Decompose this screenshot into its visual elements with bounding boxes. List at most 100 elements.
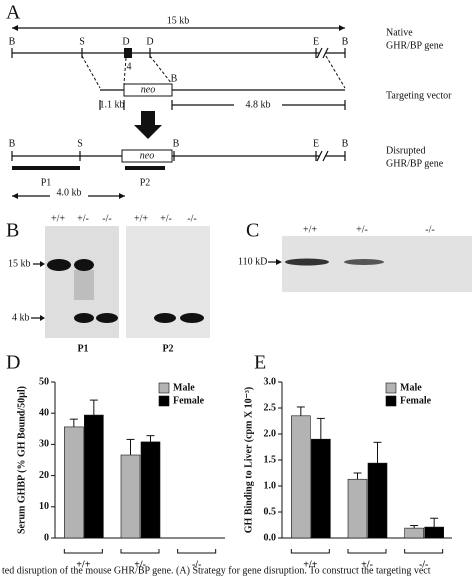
y-tick-label: 3.0	[264, 376, 277, 387]
exon	[124, 48, 132, 58]
bar	[291, 415, 311, 539]
lane-label: +/+	[134, 213, 148, 224]
lane-label: -/-	[102, 213, 111, 224]
group-bracket	[347, 549, 387, 554]
panel-letter: D	[6, 352, 20, 374]
site: B	[171, 73, 178, 84]
y-axis-label: Serum GHBP (% GH Bound/50µl)	[16, 386, 27, 534]
x-tick-label: -/-	[419, 559, 428, 570]
site: S	[77, 138, 83, 149]
band	[154, 313, 176, 323]
site: E	[313, 36, 319, 47]
lane-label: -/-	[425, 224, 434, 235]
x-tick-label: +/+	[76, 559, 90, 570]
down-arrow	[134, 111, 162, 139]
site-ticks	[11, 151, 346, 161]
band	[74, 313, 94, 323]
lane-label: +/+	[303, 224, 317, 235]
probe-bar	[12, 166, 80, 170]
x-tick-label: +/+	[303, 559, 317, 570]
caption: ted disruption of the mouse GHR/BP gene.…	[2, 565, 431, 576]
y-tick-label: 0	[44, 532, 49, 543]
row-label: GHR/BP gene	[386, 158, 444, 169]
y-tick-label: 40	[39, 407, 49, 418]
site: B	[173, 138, 180, 149]
fragment-label: 4.0 kb	[57, 187, 82, 198]
x-tick-label: -/-	[192, 559, 201, 570]
group-bracket	[290, 549, 330, 554]
legend-swatch	[385, 382, 397, 394]
band	[47, 259, 71, 271]
probe-label: P1	[41, 177, 52, 188]
y-tick-label: 1.5	[264, 454, 277, 465]
lane-label: -/-	[187, 213, 196, 224]
legend-swatch	[158, 395, 170, 407]
bar	[424, 526, 444, 539]
neo-box	[121, 149, 173, 163]
probe-label: P2	[140, 177, 151, 188]
lane-label: +/-	[77, 213, 89, 224]
group-bracket	[404, 549, 444, 554]
probe-bar	[125, 166, 165, 170]
panel-a: A 15 kb Native GHR/BP gene B S D D E B 4…	[6, 2, 452, 199]
band	[285, 258, 329, 266]
break	[316, 150, 329, 162]
probe-label: P1	[77, 343, 88, 354]
arm-label: 1.1 kb	[100, 99, 125, 110]
bar	[404, 527, 424, 539]
panel-b: B +/+ +/- -/- +/+ +/- -/- 15 kb 4 kb P1 …	[6, 213, 210, 354]
y-tick-label: 0.5	[264, 506, 277, 517]
panel-letter: A	[6, 2, 21, 24]
lane-label: +/-	[160, 213, 172, 224]
band	[74, 259, 94, 271]
x-tick-label: +/-	[361, 559, 373, 570]
band	[96, 313, 118, 323]
arrowheads	[40, 261, 45, 321]
bar	[64, 426, 84, 539]
row-label: Targeting vector	[386, 90, 452, 101]
break	[316, 47, 329, 59]
marker-label: 15 kb	[8, 258, 31, 269]
site: B	[9, 138, 16, 149]
neo-label: neo	[140, 150, 154, 161]
y-tick-label: 50	[39, 376, 49, 387]
panel-letter: E	[254, 352, 266, 374]
legend-label: Female	[173, 395, 205, 406]
marker-label: 110 kD	[238, 256, 267, 267]
y-tick-label: 20	[39, 470, 49, 481]
lane-label: +/+	[51, 213, 65, 224]
arm-label: 4.8 kb	[246, 99, 271, 110]
group-bracket	[63, 549, 103, 554]
probe-label: P2	[162, 343, 173, 354]
bar	[347, 478, 368, 539]
band	[344, 259, 384, 265]
arm-ticks	[99, 100, 346, 110]
legend-label: Male	[400, 382, 422, 393]
bar	[367, 462, 388, 539]
site: D	[146, 36, 153, 47]
site: D	[122, 36, 129, 47]
smear	[74, 270, 94, 300]
group-bracket	[120, 549, 160, 554]
site: S	[79, 36, 85, 47]
legend-label: Male	[173, 382, 195, 393]
bar	[84, 414, 104, 539]
panel-letter: C	[246, 220, 259, 242]
site: B	[342, 138, 349, 149]
marker-label: 4 kb	[12, 312, 30, 323]
y-tick-label: 0.0	[264, 532, 277, 543]
exon-label: 4	[127, 61, 132, 72]
y-axis-label: GH Binding to Liver (cpm X 10⁻³)	[243, 387, 254, 533]
bar	[140, 441, 161, 539]
scale-label: 15 kb	[167, 15, 190, 26]
bar-charts: D Serum GHBP (% GH Bound/50µl) 0 10 20 30 40 50…	[6, 352, 452, 570]
group-bracket	[177, 549, 217, 554]
y-tick-label: 30	[39, 439, 49, 450]
panel-c: C +/+ +/- -/- 110 kD	[238, 220, 472, 292]
marker-arrow	[31, 263, 41, 319]
site: E	[313, 138, 319, 149]
neo-box	[123, 83, 173, 97]
lane-label: +/-	[356, 224, 368, 235]
